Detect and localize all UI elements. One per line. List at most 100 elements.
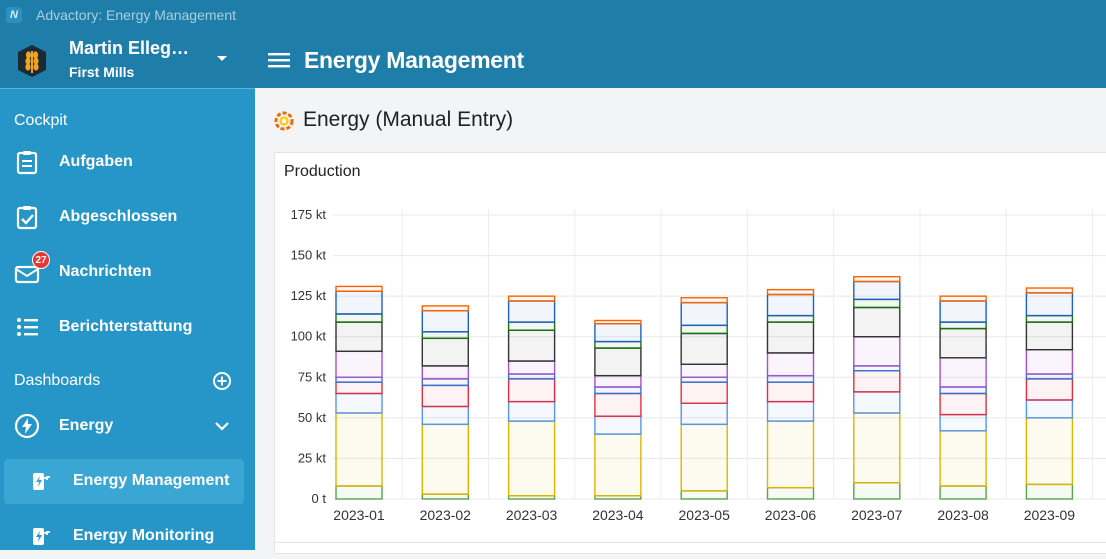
sidebar-item-nachrichten[interactable]: 27 Nachrichten (0, 250, 255, 294)
bar-segment[interactable] (680, 490, 728, 500)
sidebar-item-aufgaben[interactable]: Aufgaben (0, 140, 255, 184)
bar-segment[interactable] (1025, 348, 1074, 375)
bar-segment[interactable] (594, 386, 642, 395)
bar-segment[interactable] (853, 275, 901, 283)
bar-segment[interactable] (335, 313, 383, 323)
bar-segment[interactable] (594, 433, 642, 497)
bar-segment[interactable] (421, 405, 470, 426)
bar-segment[interactable] (939, 327, 987, 359)
bar-segment[interactable] (421, 365, 470, 380)
bar-segment[interactable] (939, 295, 987, 302)
bar-segment[interactable] (335, 285, 383, 292)
chevron-down-icon[interactable] (214, 421, 230, 431)
bar-segment[interactable] (680, 332, 728, 366)
bar-segment[interactable] (680, 376, 728, 383)
bar-segment[interactable] (1025, 321, 1074, 351)
bar-segment[interactable] (939, 386, 987, 395)
sidebar-subitem-energy-monitoring[interactable]: Energy Monitoring (4, 514, 244, 559)
bar-segment[interactable] (680, 363, 728, 378)
bar-segment[interactable] (507, 400, 556, 422)
bar-segment[interactable] (766, 314, 815, 323)
bar-segment[interactable] (766, 288, 815, 296)
bar-segment[interactable] (507, 378, 556, 403)
bar-segment[interactable] (766, 293, 815, 317)
bar-segment[interactable] (853, 306, 901, 338)
bar-segment[interactable] (680, 297, 728, 304)
bar-segment[interactable] (507, 360, 556, 375)
bar-segment[interactable] (1025, 417, 1074, 486)
caret-down-icon[interactable] (214, 54, 230, 64)
bar-segment[interactable] (421, 305, 470, 312)
bar-segment[interactable] (594, 323, 642, 343)
bar-segment[interactable] (766, 400, 815, 422)
bar-segment[interactable] (335, 381, 383, 395)
bar-segment[interactable] (594, 347, 642, 377)
bar-segment[interactable] (335, 485, 383, 500)
sidebar-item-abgeschlossen[interactable]: Abgeschlossen (0, 195, 255, 239)
bar-segment[interactable] (421, 423, 470, 495)
bar-segment[interactable] (853, 370, 901, 393)
bar-segment[interactable] (421, 310, 470, 333)
bar-segment[interactable] (507, 300, 556, 323)
bar-segment[interactable] (939, 300, 987, 323)
bar-segment[interactable] (680, 423, 728, 492)
bar-segment[interactable] (766, 321, 815, 354)
add-dashboard-icon[interactable] (212, 371, 232, 391)
bar-segment[interactable] (421, 378, 470, 387)
bar-segment[interactable] (1025, 399, 1074, 419)
bar-segment[interactable] (1025, 373, 1074, 380)
bar-segment[interactable] (594, 374, 642, 388)
bar-segment[interactable] (1025, 287, 1074, 294)
bar-segment[interactable] (766, 381, 815, 403)
bar-segment[interactable] (766, 352, 815, 377)
bar-segment[interactable] (421, 337, 470, 367)
bar-segment[interactable] (335, 392, 383, 414)
bar-segment[interactable] (594, 392, 642, 417)
bar-segment[interactable] (335, 412, 383, 487)
sidebar-subitem-energy-management[interactable]: Energy Management (4, 459, 244, 504)
bar-segment[interactable] (853, 298, 901, 309)
bar-segment[interactable] (853, 365, 901, 372)
bar-segment[interactable] (853, 336, 901, 367)
bar-segment[interactable] (853, 391, 901, 414)
bar-segment[interactable] (335, 376, 383, 383)
sidebar-item-energy[interactable]: Energy (0, 404, 255, 448)
bar-segment[interactable] (680, 301, 728, 327)
bar-segment[interactable] (1025, 483, 1074, 500)
bar-segment[interactable] (766, 486, 815, 500)
bar-segment[interactable] (766, 374, 815, 383)
bar-segment[interactable] (594, 340, 642, 349)
bar-segment[interactable] (680, 402, 728, 426)
bar-segment[interactable] (680, 381, 728, 404)
bar-segment[interactable] (939, 392, 987, 416)
hamburger-menu-icon[interactable] (268, 52, 290, 68)
bar-segment[interactable] (853, 280, 901, 301)
bar-segment[interactable] (853, 482, 901, 500)
bar-segment[interactable] (1025, 378, 1074, 401)
bar-segment[interactable] (939, 357, 987, 388)
bar-segment[interactable] (1025, 292, 1074, 317)
bar-segment[interactable] (594, 415, 642, 435)
bar-segment[interactable] (680, 324, 728, 335)
bar-segment[interactable] (421, 331, 470, 340)
bar-segment[interactable] (939, 321, 987, 330)
bar-segment[interactable] (335, 321, 383, 353)
bar-segment[interactable] (335, 290, 383, 315)
bar-segment[interactable] (507, 295, 556, 302)
bar-segment[interactable] (1025, 314, 1074, 323)
bar-segment[interactable] (507, 420, 556, 497)
bar-segment[interactable] (766, 420, 815, 489)
sidebar-item-berichterstattung[interactable]: Berichterstattung (0, 305, 255, 349)
bar-segment[interactable] (335, 350, 383, 378)
bar-segment[interactable] (594, 319, 642, 325)
bar-segment[interactable] (939, 485, 987, 500)
bar-segment[interactable] (507, 329, 556, 362)
bar-segment[interactable] (507, 373, 556, 380)
bar-segment[interactable] (853, 412, 901, 484)
bar-segment[interactable] (421, 384, 470, 408)
bar-segment[interactable] (507, 321, 556, 331)
bar-segment[interactable] (939, 413, 987, 432)
bar-segment[interactable] (939, 430, 987, 487)
user-menu[interactable]: Martin Elleg… First Mills (0, 30, 255, 88)
bar-segment[interactable] (421, 493, 470, 500)
